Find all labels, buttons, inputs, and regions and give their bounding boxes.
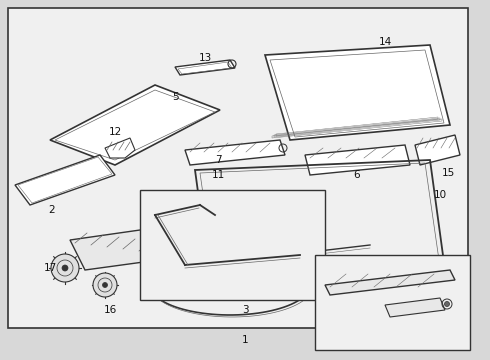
Polygon shape <box>15 155 115 205</box>
Circle shape <box>62 265 68 271</box>
Polygon shape <box>70 225 195 270</box>
Polygon shape <box>415 135 460 165</box>
FancyBboxPatch shape <box>8 8 468 328</box>
FancyBboxPatch shape <box>140 190 325 300</box>
FancyBboxPatch shape <box>315 255 470 350</box>
Text: 5: 5 <box>172 92 178 102</box>
Text: 11: 11 <box>211 170 224 180</box>
Text: 14: 14 <box>378 37 392 47</box>
Circle shape <box>444 302 449 306</box>
Polygon shape <box>305 145 410 175</box>
Polygon shape <box>50 85 220 165</box>
Text: 12: 12 <box>108 127 122 137</box>
Polygon shape <box>265 45 450 140</box>
Circle shape <box>51 254 79 282</box>
Circle shape <box>102 283 107 288</box>
Circle shape <box>93 273 117 297</box>
Polygon shape <box>105 138 135 158</box>
Text: 6: 6 <box>354 170 360 180</box>
Text: 2: 2 <box>49 205 55 215</box>
Text: 18: 18 <box>138 232 151 242</box>
Text: 3: 3 <box>242 305 248 315</box>
Text: 4: 4 <box>252 210 258 220</box>
Text: 17: 17 <box>44 263 57 273</box>
Text: 10: 10 <box>434 190 446 200</box>
Text: 20: 20 <box>423 340 437 350</box>
Text: 13: 13 <box>198 53 212 63</box>
Text: 9: 9 <box>355 260 361 270</box>
Polygon shape <box>325 270 455 295</box>
Text: 1: 1 <box>242 335 248 345</box>
Text: 16: 16 <box>103 305 117 315</box>
Text: 7: 7 <box>215 155 221 165</box>
Polygon shape <box>175 60 235 75</box>
Text: 21: 21 <box>408 303 421 313</box>
Text: 15: 15 <box>441 168 455 178</box>
Polygon shape <box>385 298 445 317</box>
Polygon shape <box>185 140 285 165</box>
Text: 19: 19 <box>333 275 346 285</box>
